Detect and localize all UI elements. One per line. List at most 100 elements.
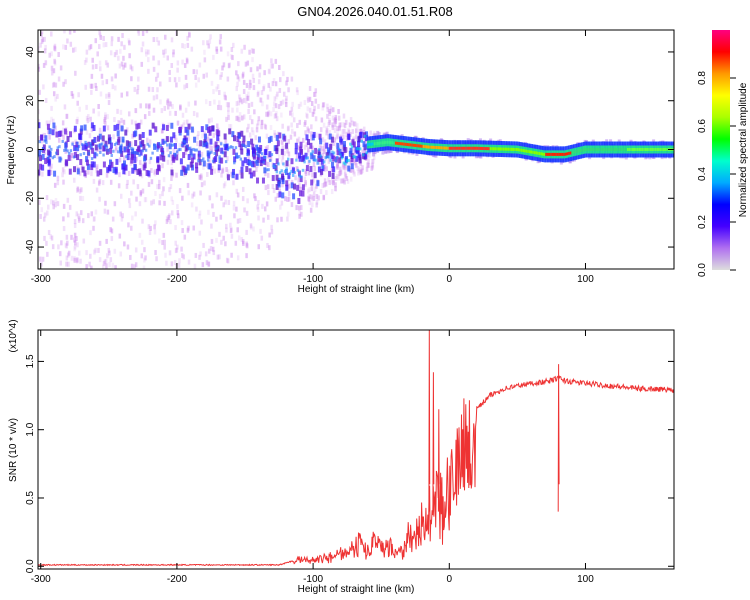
spectrogram-noise-cell	[323, 149, 327, 155]
spectrogram-noise-cell	[174, 225, 177, 231]
spectrogram-noise-cell	[254, 196, 257, 202]
spectrogram-band-cell	[120, 150, 124, 157]
spectrogram-noise-cell	[235, 206, 238, 212]
spectrogram-band-cell	[217, 164, 221, 171]
y-tick-label: -20	[25, 191, 36, 206]
spectrogram-noise-cell	[193, 263, 197, 269]
spectrogram-noise-cell	[98, 127, 102, 133]
spectrogram-ridge-core	[120, 143, 123, 147]
spectrogram-noise-cell	[76, 257, 79, 263]
spectrogram-noise-cell	[170, 160, 174, 166]
spectrogram-noise-cell	[104, 42, 108, 48]
spectrogram-noise-cell	[314, 91, 317, 97]
spectrogram-noise-cell	[128, 53, 131, 59]
spectrogram-ridge-core	[97, 144, 100, 148]
spectrogram-noise-cell	[272, 188, 276, 194]
spectrogram-ridge-core	[594, 148, 597, 151]
spectrogram-ridge-core	[633, 148, 636, 151]
spectrogram-noise-cell	[71, 93, 75, 99]
spectrogram-noise-cell	[147, 224, 151, 230]
spectrogram-noise-cell	[297, 136, 301, 142]
spectrogram-noise-cell	[275, 111, 278, 117]
spectrogram-noise-cell	[105, 263, 108, 269]
spectrogram-noise-cell	[62, 216, 65, 222]
spectrogram-ridge-core	[559, 152, 563, 156]
spectrogram-noise-cell	[183, 120, 186, 126]
spectrogram-noise-cell	[197, 77, 200, 83]
spectrogram-noise-cell	[176, 120, 180, 126]
spectrogram-noise-cell	[92, 178, 96, 184]
spectrogram-noise-cell	[38, 63, 40, 69]
spectrogram-band-cell	[330, 136, 334, 143]
spectrogram-noise-cell	[347, 128, 350, 134]
spectrogram-ridge-core	[579, 149, 582, 153]
spectrogram-noise-cell	[295, 87, 299, 93]
spectrogram-ridge-core	[532, 150, 535, 154]
spectrogram-noise-cell	[259, 97, 263, 103]
spectrogram-noise-cell	[97, 103, 100, 109]
spectrogram-band-cell	[250, 160, 254, 167]
spectrogram-noise-cell	[102, 260, 106, 266]
spectrogram-band-cell	[41, 164, 45, 171]
y-tick-label: 40	[25, 46, 36, 58]
spectrogram-ridge-core	[618, 148, 622, 151]
spectrogram-noise-cell	[51, 82, 55, 88]
spectrogram-band-cell	[331, 172, 335, 179]
spectrogram-noise-cell	[164, 252, 167, 258]
spectrogram-noise-cell	[294, 175, 297, 181]
spectrogram-ridge-core	[460, 146, 463, 150]
spectrogram-ridge-core	[309, 152, 313, 156]
spectrogram-band-cell	[83, 170, 87, 177]
spectrogram-noise-cell	[281, 123, 284, 129]
spectrogram-band-cell	[336, 142, 340, 149]
spectrogram-noise-cell	[178, 188, 182, 194]
spectrogram-band-cell	[329, 143, 333, 150]
spectrogram-noise-cell	[152, 66, 156, 72]
spectrogram-noise-cell	[326, 128, 329, 134]
spectrogram-noise-cell	[295, 153, 299, 159]
spectrogram-noise-cell	[81, 218, 85, 224]
spectrogram-ridge-core	[548, 152, 551, 156]
spectrogram-noise-cell	[352, 157, 356, 163]
spectrogram-band-cell	[309, 166, 313, 173]
spectrogram-noise-cell	[207, 209, 210, 215]
spectrogram-noise-cell	[104, 200, 107, 206]
colorbar-tick-label: 0.8	[697, 71, 708, 85]
spectrogram-ridge-core	[664, 148, 667, 151]
spectrogram-band-cell	[156, 156, 160, 163]
spectrogram-band-cell	[113, 124, 117, 131]
spectrogram-noise-cell	[118, 157, 122, 163]
spectrogram-ridge-core	[489, 147, 493, 151]
spectrogram-noise-cell	[233, 213, 236, 219]
spectrogram-noise-cell	[40, 38, 44, 44]
spectrogram-noise-cell	[75, 258, 79, 264]
spectrogram-ridge-core	[466, 146, 470, 150]
spectrogram-ridge-core	[589, 148, 592, 151]
spectrogram-noise-cell	[283, 161, 286, 167]
spectrogram-noise-cell	[345, 131, 349, 137]
spectrogram-noise-cell	[200, 219, 203, 225]
spectrogram-band-cell	[226, 174, 230, 181]
spectrogram-noise-cell	[210, 80, 214, 86]
spectrogram-noise-cell	[129, 64, 133, 70]
spectrogram-noise-cell	[181, 228, 184, 234]
spectrogram-band-cell	[215, 150, 219, 157]
spectrogram-noise-cell	[280, 159, 284, 165]
spectrogram-noise-cell	[323, 164, 327, 170]
spectrogram-noise-cell	[247, 103, 251, 109]
spectrogram-noise-cell	[234, 240, 238, 246]
spectrogram-noise-cell	[197, 131, 200, 137]
spectrogram-noise-cell	[317, 159, 321, 165]
spectrogram-noise-cell	[361, 148, 364, 154]
spectrogram-band-cell	[241, 160, 245, 167]
spectrogram-noise-cell	[135, 196, 138, 202]
spectrogram-ridge-core	[255, 152, 259, 156]
spectrogram-ridge-core	[104, 143, 107, 147]
spectrogram-noise-cell	[225, 167, 228, 173]
spectrogram-band-cell	[160, 146, 164, 153]
spectrogram-noise-cell	[186, 182, 190, 188]
spectrogram-ridge-core	[591, 148, 594, 151]
spectrogram-band-cell	[40, 134, 44, 141]
spectrogram-noise-cell	[311, 202, 314, 208]
spectrogram-noise-cell	[296, 90, 299, 96]
